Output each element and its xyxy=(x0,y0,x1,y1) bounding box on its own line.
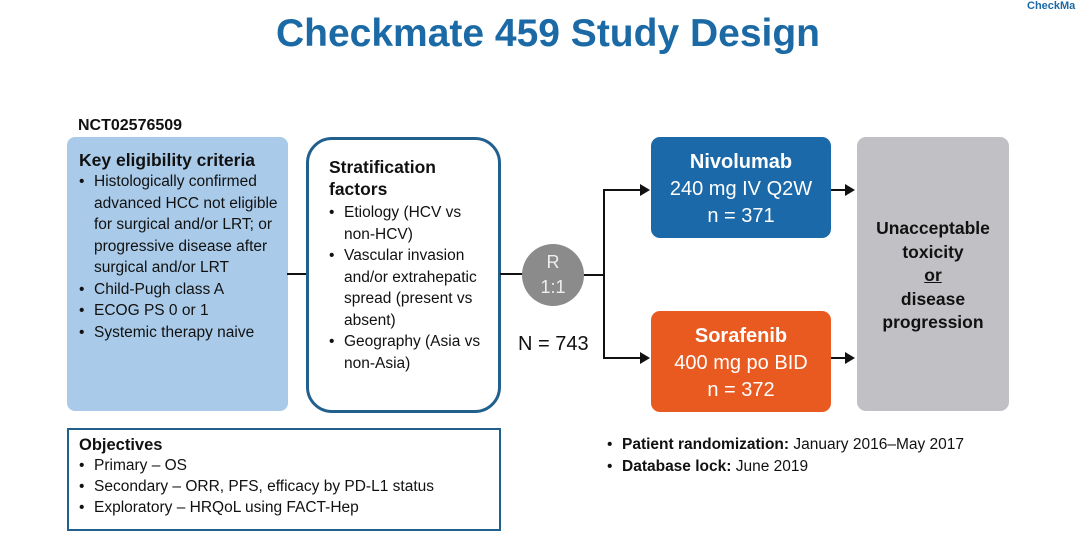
randomization-circle: R 1:1 xyxy=(522,244,584,306)
arrow-line xyxy=(603,357,641,359)
total-enrollment: N = 743 xyxy=(518,333,589,355)
page-title: Checkmate 459 Study Design xyxy=(275,12,821,55)
endpoint-line2: disease progression xyxy=(882,288,984,333)
endpoint-or: or xyxy=(924,265,942,285)
endpoint-box: Unacceptable toxicity or disease progres… xyxy=(857,137,1009,411)
objective-item: Primary – OS xyxy=(79,455,489,476)
timeline-value: January 2016–May 2017 xyxy=(793,436,965,453)
connector-line xyxy=(287,273,307,275)
connector-line xyxy=(584,274,604,276)
trial-id: NCT02576509 xyxy=(78,117,183,134)
eligibility-item: Histologically confirmed advanced HCC no… xyxy=(79,171,280,279)
arm-n: n = 371 xyxy=(707,205,775,227)
stratification-item: Vascular invasion and/or extrahepatic sp… xyxy=(329,245,492,331)
branch-line xyxy=(603,189,605,359)
objectives-title: Objectives xyxy=(79,436,163,454)
randomization-label: R xyxy=(546,252,560,272)
connector-line xyxy=(500,273,524,275)
timeline-item: Patient randomization: January 2016–May … xyxy=(607,434,964,456)
arrow-right-icon xyxy=(845,352,855,364)
arm-name: Nivolumab xyxy=(689,151,793,173)
arrow-line xyxy=(603,189,641,191)
stratification-item: Etiology (HCV vs non-HCV) xyxy=(329,202,492,245)
arrow-right-icon xyxy=(640,352,650,364)
arm-dose: 240 mg IV Q2W xyxy=(669,178,813,200)
objective-item: Exploratory – HRQoL using FACT-Hep xyxy=(79,497,489,518)
eligibility-title: Key eligibility criteria xyxy=(79,150,256,170)
timeline-value: June 2019 xyxy=(735,458,809,475)
eligibility-item: Systemic therapy naive xyxy=(79,322,280,344)
arm-sorafenib: Sorafenib 400 mg po BID n = 372 xyxy=(651,311,831,412)
arrow-line xyxy=(831,357,847,359)
arm-nivolumab: Nivolumab 240 mg IV Q2W n = 371 xyxy=(651,137,831,238)
arrow-line xyxy=(831,189,847,191)
arrow-right-icon xyxy=(845,184,855,196)
timeline-label: Database lock: xyxy=(622,458,732,475)
arm-name: Sorafenib xyxy=(694,325,788,347)
arrow-right-icon xyxy=(640,184,650,196)
arm-dose: 400 mg po BID xyxy=(674,352,808,374)
endpoint-line1: Unacceptable toxicity xyxy=(876,218,990,262)
objective-item: Secondary – ORR, PFS, efficacy by PD-L1 … xyxy=(79,476,489,497)
stratification-item: Geography (Asia vs non-Asia) xyxy=(329,331,492,374)
timeline-label: Patient randomization: xyxy=(622,436,790,453)
eligibility-item: Child-Pugh class A xyxy=(79,279,280,301)
eligibility-box: Key eligibility criteria Histologically … xyxy=(67,137,288,411)
randomization-ratio: 1:1 xyxy=(540,277,566,297)
arm-n: n = 372 xyxy=(707,379,775,401)
stratification-box: Stratification factors Etiology (HCV vs … xyxy=(306,137,501,413)
stratification-title: Stratification factors xyxy=(329,157,436,199)
timeline-item: Database lock: June 2019 xyxy=(607,456,964,478)
eligibility-item: ECOG PS 0 or 1 xyxy=(79,300,280,322)
brand-label: CheckMa xyxy=(1027,0,1076,12)
objectives-box: Objectives Primary – OS Secondary – ORR,… xyxy=(67,428,501,531)
timeline-list: Patient randomization: January 2016–May … xyxy=(607,434,964,478)
